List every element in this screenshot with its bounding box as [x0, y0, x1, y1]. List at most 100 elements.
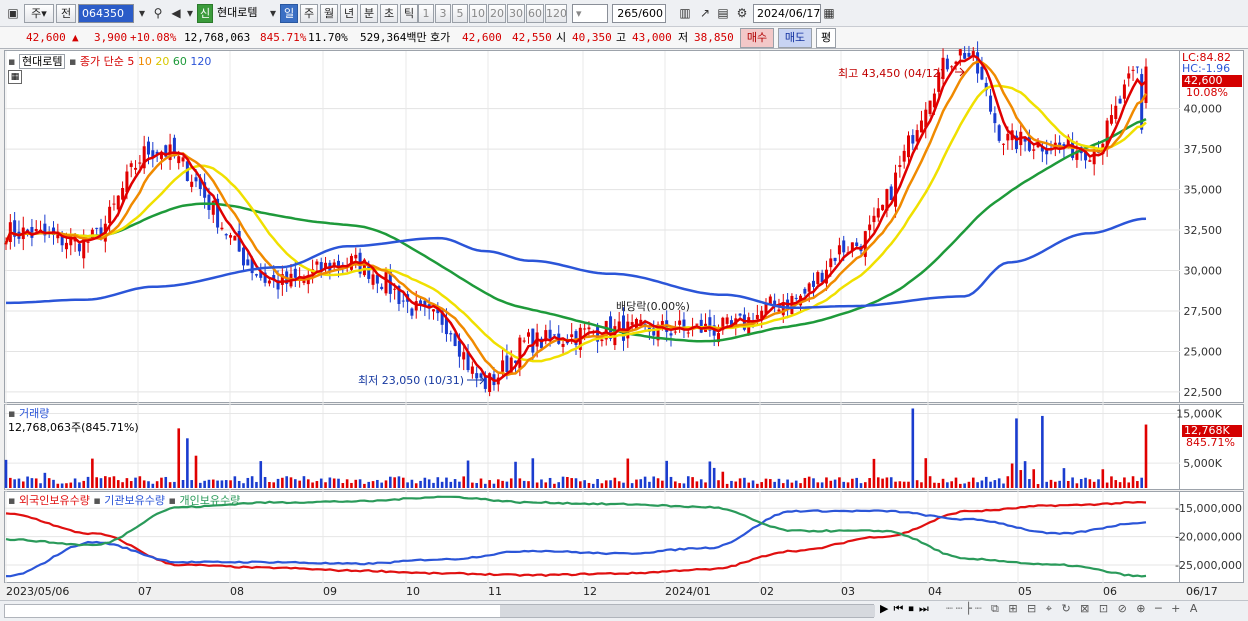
interval-button-0[interactable]: 1 [418, 4, 434, 23]
save-icon[interactable]: ▤ [717, 6, 729, 20]
interval-button-5[interactable]: 30 [507, 4, 525, 23]
x-axis-label: 06 [1103, 585, 1117, 598]
dropdown-icon[interactable]: ▾ [138, 6, 146, 20]
x-axis-label: 11 [488, 585, 502, 598]
lc-label: LC:84.82 [1182, 51, 1232, 64]
scroll-nav-icons[interactable]: ▶⏮⏹⏭ [880, 602, 934, 615]
bid-price: 42,550 [512, 31, 552, 44]
interval-button-7[interactable]: 120 [545, 4, 567, 23]
interval-button-6[interactable]: 60 [526, 4, 544, 23]
legend-individual: 개인보유수량 [179, 494, 241, 507]
turnover-rate: 11.70% [308, 31, 348, 44]
bottom-scroll-bar: ▶⏮⏹⏭ ┈┈├┈ ⧉ ⊞ ⊟ ⌖ ↻ ⊠ ⊡ ⊘ ⊕ ─ + A [0, 600, 1248, 621]
x-axis-label: 2024/01 [665, 585, 711, 598]
trade-amount: 529,364백만 [360, 31, 427, 44]
open-label: 시 [556, 31, 567, 44]
zoom-tools-icons[interactable]: ┈┈├┈ ⧉ ⊞ ⊟ ⌖ ↻ ⊠ ⊡ ⊘ ⊕ ─ + A [946, 602, 1201, 615]
open-price: 40,350 [572, 31, 612, 44]
last-price-tag: 42,600 [1182, 75, 1242, 87]
volume-value-label: 12,768,063주(845.71%) [8, 421, 139, 434]
legend-stock-name[interactable]: 현대로템 [18, 54, 66, 69]
legend-foreign: 외국인보유수량 [18, 494, 90, 507]
period-button-5[interactable]: 초 [380, 4, 398, 23]
market-select[interactable]: 주▾ [24, 4, 54, 23]
interval-button-4[interactable]: 20 [488, 4, 506, 23]
legend-ma20: 20 [155, 55, 170, 68]
dropdown-icon-2[interactable]: ▾ [186, 6, 194, 20]
search-icon[interactable]: ⚲ [153, 6, 163, 20]
up-arrow-icon: ▲ [72, 31, 79, 44]
name-dropdown-icon[interactable]: ▾ [269, 6, 277, 20]
high-price: 43,000 [632, 31, 672, 44]
x-axis-label: 06/17 [1186, 585, 1218, 598]
period-button-3[interactable]: 년 [340, 4, 358, 23]
x-axis-label: 08 [230, 585, 244, 598]
speaker-icon[interactable]: ◀ [171, 6, 181, 20]
new-listing-badge: 신 [197, 4, 213, 23]
period-button-4[interactable]: 분 [360, 4, 378, 23]
low-price: 38,850 [694, 31, 734, 44]
interval-input[interactable]: ▾ [572, 4, 608, 23]
interval-button-3[interactable]: 10 [469, 4, 487, 23]
volume-ratio: 845.71% [260, 31, 307, 44]
legend-ma5: 5 [127, 55, 135, 68]
price-legend: ▪ 현대로템 ▪ 종가 단순 5 10 20 60 120 [8, 54, 212, 69]
period-button-2[interactable]: 월 [320, 4, 338, 23]
holding-legend: ▪ 외국인보유수량 ▪ 기관보유수량 ▪ 개인보유수량 [8, 494, 241, 507]
stock-name: 현대로템 [217, 6, 258, 19]
volume-last-tag: 12,768K [1182, 425, 1242, 437]
volume-legend: ▪ 거래량 [8, 407, 50, 420]
grid-table-icon[interactable]: ▦ [8, 70, 22, 84]
x-axis-label: 07 [138, 585, 152, 598]
period-button-6[interactable]: 틱 [400, 4, 418, 23]
holding-axis-panel [1180, 491, 1244, 583]
quote-bar [0, 27, 1248, 49]
volume-value: 12,768,063 [184, 31, 251, 44]
last-pct-tag: 10.08% [1186, 86, 1228, 99]
legend-ma-label: 종가 단순 [79, 55, 124, 68]
low-label: 저 [678, 31, 689, 44]
ask-label: 호가 [430, 31, 451, 44]
interval-button-1[interactable]: 3 [435, 4, 451, 23]
x-axis-label: 10 [406, 585, 420, 598]
candle-icon[interactable]: ▥ [679, 6, 691, 20]
x-axis-label: 05 [1018, 585, 1032, 598]
legend-institution: 기관보유수량 [104, 494, 166, 507]
hc-label: HC:-1.96 [1182, 62, 1231, 75]
eval-button[interactable]: 평 [816, 28, 836, 48]
ask-price: 42,600 [462, 31, 502, 44]
interval-button-2[interactable]: 5 [452, 4, 468, 23]
x-axis-label: 04 [928, 585, 942, 598]
period-button-1[interactable]: 주 [300, 4, 318, 23]
stock-code-input[interactable]: 064350 [78, 4, 134, 23]
x-axis-label: 09 [323, 585, 337, 598]
high-label: 고 [616, 31, 627, 44]
price-change-pct: +10.08% [130, 31, 177, 44]
prev-button[interactable]: 전 [56, 4, 76, 23]
x-axis-label: 02 [760, 585, 774, 598]
legend-ma60: 60 [172, 55, 187, 68]
calendar-icon[interactable]: ▦ [823, 6, 835, 20]
volume-axis-panel [1180, 404, 1244, 490]
price-axis-panel [1180, 50, 1244, 403]
current-price: 42,600 [26, 31, 66, 44]
bar-count-input[interactable]: 265/600 [612, 4, 666, 23]
volume-last-pct: 845.71% [1186, 436, 1235, 449]
price-change: 3,900 [94, 31, 128, 44]
sell-button[interactable]: 매도 [778, 28, 812, 48]
horizontal-scrollbar[interactable] [4, 604, 875, 618]
legend-ma10: 10 [137, 55, 152, 68]
settings-gear-icon[interactable]: ⚙ [736, 6, 748, 20]
volume-panel[interactable] [4, 404, 1180, 490]
draw-tool-icon[interactable]: ↗ [699, 6, 711, 20]
buy-button[interactable]: 매수 [740, 28, 774, 48]
price-chart-panel[interactable] [4, 50, 1180, 403]
x-axis-label: 03 [841, 585, 855, 598]
period-button-0[interactable]: 일 [280, 4, 298, 23]
window-icon[interactable]: ▣ [7, 6, 19, 20]
date-input[interactable]: 2024/06/17 [753, 4, 821, 23]
volume-title: 거래량 [18, 407, 50, 420]
x-axis-label: 2023/05/06 [6, 585, 69, 598]
scroll-thumb[interactable] [500, 605, 875, 617]
